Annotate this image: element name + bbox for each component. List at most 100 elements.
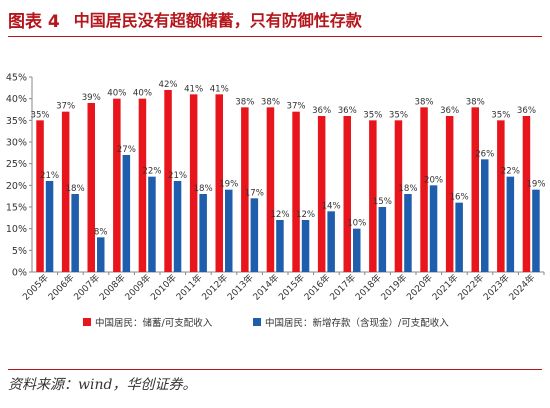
bar-deposits — [148, 176, 156, 272]
data-label-deposits: 16% — [450, 193, 469, 203]
bar-savings — [215, 94, 223, 272]
bar-savings — [497, 120, 505, 272]
x-tick-label: 2007年 — [71, 272, 102, 303]
bar-deposits — [429, 185, 438, 272]
x-tick-label: 2016年 — [301, 272, 332, 303]
data-label-deposits: 22% — [501, 167, 520, 177]
bar-deposits — [122, 155, 131, 272]
bar-deposits — [455, 202, 463, 272]
bar-savings — [522, 116, 531, 272]
bar-deposits — [97, 237, 105, 272]
data-label-savings: 40% — [107, 89, 126, 99]
x-tick-label: 2009年 — [122, 272, 153, 303]
bar-deposits — [301, 220, 310, 272]
bar-savings — [266, 107, 275, 272]
y-tick-label: 20% — [6, 181, 27, 192]
data-label-savings: 41% — [210, 84, 229, 94]
data-label-deposits: 10% — [347, 219, 366, 229]
bar-deposits — [404, 194, 412, 272]
x-tick-label: 2011年 — [173, 272, 204, 303]
figure-title: 中国居民没有超额储蓄，只有防御性存款 — [73, 11, 362, 30]
y-tick-label: 30% — [6, 138, 27, 149]
x-tick-label: 2018年 — [353, 272, 384, 303]
x-tick-label: 2019年 — [378, 272, 409, 303]
y-tick-label: 0% — [12, 268, 27, 279]
data-label-deposits: 26% — [475, 149, 494, 159]
bar-savings — [317, 116, 326, 272]
bar-savings — [241, 107, 249, 272]
y-tick-label: 5% — [12, 246, 27, 257]
legend-label-deposits: 中国居民：新增存款（含现金）/可支配收入 — [265, 317, 449, 329]
data-label-savings: 36% — [338, 106, 357, 116]
x-tick-label: 2010年 — [148, 272, 179, 303]
y-tick-label: 15% — [6, 203, 27, 214]
bar-savings — [445, 116, 454, 272]
header-divider — [8, 36, 542, 37]
x-tick-label: 2013年 — [225, 272, 256, 303]
data-label-deposits: 17% — [245, 188, 264, 198]
data-label-deposits: 15% — [373, 197, 392, 207]
y-tick-label: 45% — [6, 73, 27, 84]
data-label-savings: 38% — [261, 97, 280, 107]
x-tick-label: 2006年 — [45, 272, 76, 303]
x-tick-label: 2012年 — [199, 272, 230, 303]
data-label-savings: 39% — [82, 93, 101, 103]
data-label-deposits: 19% — [526, 180, 545, 190]
legend-label-savings: 中国居民：储蓄/可支配收入 — [95, 317, 213, 329]
figure-label: 图表 4 — [8, 11, 60, 32]
data-label-deposits: 14% — [322, 201, 341, 211]
data-label-savings: 37% — [56, 102, 75, 112]
bar-deposits — [45, 181, 54, 272]
bar-deposits — [71, 194, 79, 272]
figure-header: 图表 4 中国居民没有超额储蓄，只有防御性存款 — [8, 4, 542, 34]
y-tick-label: 25% — [6, 159, 27, 170]
bar-deposits — [250, 198, 259, 272]
bar-deposits — [481, 159, 489, 272]
data-label-savings: 35% — [30, 110, 49, 120]
bar-deposits — [378, 207, 387, 272]
data-label-deposits: 21% — [40, 171, 59, 181]
bar-deposits — [506, 176, 515, 272]
bar-deposits — [225, 189, 233, 272]
data-label-savings: 38% — [414, 97, 433, 107]
bar-deposits — [276, 220, 284, 272]
bar-savings — [420, 107, 428, 272]
bar-deposits — [532, 189, 540, 272]
data-label-savings: 41% — [184, 84, 203, 94]
data-label-savings: 38% — [466, 97, 485, 107]
bar-deposits — [327, 211, 335, 272]
bar-savings — [138, 98, 147, 273]
x-tick-label: 2021年 — [429, 272, 460, 303]
data-label-savings: 35% — [363, 110, 382, 120]
data-label-savings: 37% — [286, 102, 305, 112]
data-label-deposits: 22% — [142, 167, 161, 177]
bar-savings — [292, 111, 300, 273]
bar-savings — [113, 98, 121, 273]
y-tick-label: 35% — [6, 116, 27, 127]
data-label-deposits: 12% — [296, 210, 315, 220]
bar-savings — [189, 94, 198, 272]
data-label-savings: 38% — [235, 97, 254, 107]
bar-savings — [87, 103, 95, 272]
bar-savings — [394, 120, 403, 272]
x-tick-label: 2020年 — [404, 272, 435, 303]
data-label-savings: 36% — [312, 106, 331, 116]
data-label-savings: 36% — [440, 106, 459, 116]
x-tick-label: 2014年 — [250, 272, 281, 303]
data-label-deposits: 21% — [168, 171, 187, 181]
bar-deposits — [353, 228, 361, 272]
data-label-deposits: 8% — [94, 227, 108, 237]
source-note: 资料来源：wind，华创证券。 — [8, 377, 197, 393]
x-tick-label: 2023年 — [481, 272, 512, 303]
data-label-deposits: 20% — [424, 175, 443, 185]
data-label-savings: 40% — [133, 89, 152, 99]
data-label-deposits: 18% — [66, 184, 85, 194]
bar-savings — [369, 120, 377, 272]
data-label-deposits: 27% — [117, 145, 136, 155]
bar-deposits — [199, 194, 207, 272]
data-label-deposits: 12% — [270, 210, 289, 220]
bar-deposits — [173, 181, 182, 272]
y-tick-label: 10% — [6, 224, 27, 235]
data-label-deposits: 18% — [398, 184, 417, 194]
bar-savings — [471, 107, 479, 272]
